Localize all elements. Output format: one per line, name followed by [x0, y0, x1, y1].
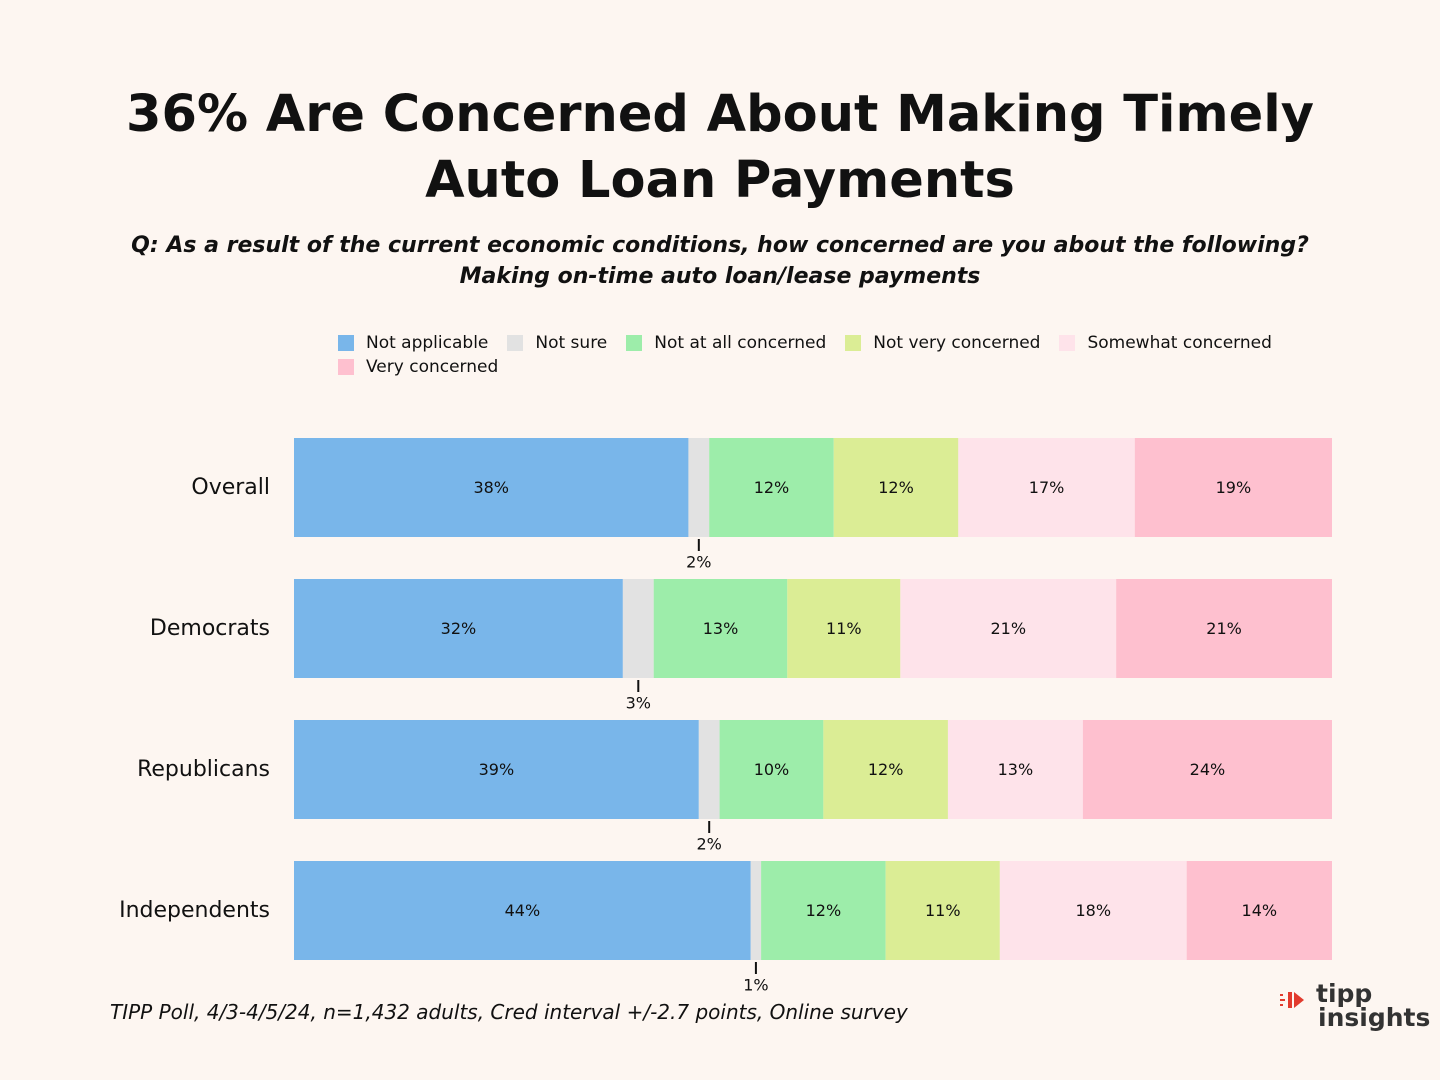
data-label: 44% [505, 901, 541, 920]
data-label: 21% [1206, 619, 1242, 638]
bar-segment [999, 861, 1187, 960]
legend-item: Not sure [507, 333, 607, 353]
bar-segment [787, 579, 901, 678]
bar-segment [1186, 861, 1332, 960]
legend-item: Not very concerned [845, 333, 1040, 353]
bar-segment [1116, 579, 1332, 678]
bar-segment [698, 720, 720, 819]
bar-segment [958, 438, 1135, 537]
category-label: Overall [191, 475, 270, 500]
data-label: 1% [743, 976, 768, 995]
category-label: Independents [119, 898, 270, 923]
data-label: 32% [441, 619, 477, 638]
bar-segment [622, 579, 654, 678]
data-label: 17% [1029, 478, 1065, 497]
legend-swatch [338, 359, 354, 375]
legend-label: Very concerned [366, 357, 499, 377]
data-label: 39% [479, 760, 515, 779]
bar-segment [761, 861, 886, 960]
data-label: 2% [697, 835, 722, 854]
bar-segment [1082, 720, 1332, 819]
bar-segment [294, 861, 751, 960]
bar-segment [294, 720, 699, 819]
data-label: 10% [754, 760, 790, 779]
bar-segment [688, 438, 710, 537]
bar-segment [823, 720, 948, 819]
survey-question: Q: As a result of the current economic c… [131, 233, 1309, 289]
data-label: 11% [925, 901, 961, 920]
category-label: Republicans [137, 757, 270, 782]
legend-label: Not at all concerned [654, 333, 827, 353]
bar-segment [294, 579, 623, 678]
bar-segment [1134, 438, 1332, 537]
bar-segment [900, 579, 1117, 678]
bar-segment [947, 720, 1083, 819]
legend-item: Not at all concerned [626, 333, 826, 353]
data-label: 13% [998, 760, 1034, 779]
data-label: 24% [1190, 760, 1226, 779]
bar-segment [885, 861, 1000, 960]
legend-swatch [845, 335, 862, 351]
data-label: 18% [1075, 901, 1111, 920]
data-label: 12% [878, 478, 914, 497]
data-label: 19% [1216, 478, 1252, 497]
data-label: 14% [1242, 901, 1278, 920]
data-label: 13% [703, 619, 739, 638]
logo-arrow-icon [1280, 992, 1304, 1008]
bar-segment [833, 438, 959, 537]
legend-swatch [338, 335, 354, 351]
data-label: 12% [754, 478, 790, 497]
data-label: 2% [686, 553, 711, 572]
bar-segment [709, 438, 834, 537]
logo-word-tipp: tipp [1316, 979, 1373, 1008]
legend-label: Not sure [535, 333, 608, 353]
legend-label: Somewhat concerned [1087, 333, 1272, 353]
legend-item: Very concerned [338, 357, 498, 377]
data-label: 3% [626, 694, 651, 713]
legend-swatch [626, 335, 643, 351]
bar-segment [653, 579, 788, 678]
tipp-insights-logo: tipp insights [1278, 980, 1431, 1040]
bar-segment [294, 438, 689, 537]
data-label: 12% [806, 901, 842, 920]
data-label: 11% [826, 619, 862, 638]
source-note: TIPP Poll, 4/3-4/5/24, n=1,432 adults, C… [110, 1000, 908, 1024]
bar-segment [719, 720, 824, 819]
logo-word-insights: insights [1318, 1003, 1431, 1032]
data-label: 21% [990, 619, 1026, 638]
data-label: 12% [868, 760, 904, 779]
category-label: Democrats [150, 616, 270, 641]
legend-label: Not applicable [366, 333, 489, 353]
data-label: 38% [473, 478, 509, 497]
legend-label: Not very concerned [873, 333, 1041, 353]
legend-item: Not applicable [338, 333, 488, 353]
legend-swatch [507, 335, 524, 351]
legend-item: Somewhat concerned [1059, 333, 1272, 353]
legend-swatch [1059, 335, 1076, 351]
legend: Not applicable Not sure Not at all concern… [338, 333, 1328, 377]
chart-title: 36% Are Concerned About Making Timely Au… [125, 85, 1315, 210]
bar-segment [750, 861, 762, 960]
